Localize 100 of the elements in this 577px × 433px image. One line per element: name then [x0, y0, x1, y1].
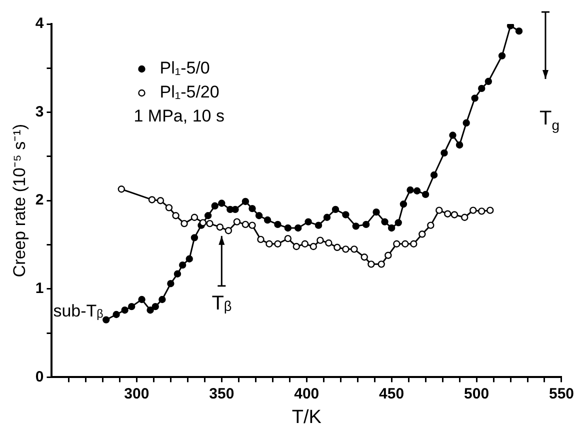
point [393, 240, 400, 248]
point [316, 236, 324, 244]
point [264, 216, 272, 224]
point [178, 261, 186, 269]
point [372, 208, 380, 216]
point [449, 132, 456, 139]
point [248, 204, 256, 212]
point [284, 234, 292, 242]
point [388, 224, 396, 232]
point [413, 187, 421, 194]
point [410, 240, 418, 248]
point [180, 220, 188, 228]
point [342, 246, 350, 253]
x-tick-label: 300 [124, 385, 150, 402]
point [206, 220, 214, 228]
y-tick-label: 2 [35, 192, 44, 209]
point [470, 206, 477, 214]
x-axis-title: T/K [292, 406, 322, 428]
point [257, 236, 264, 244]
y-tick-label: 1 [35, 280, 44, 298]
point [342, 211, 350, 218]
point [266, 240, 273, 248]
point [362, 220, 370, 228]
y-tick-label: 3 [35, 103, 44, 120]
y-tick-label: 0 [35, 368, 44, 386]
point [456, 141, 464, 149]
point [471, 94, 478, 102]
point [186, 255, 193, 262]
point [301, 240, 309, 248]
point [172, 212, 180, 220]
point [352, 222, 360, 230]
point [292, 242, 300, 250]
point [314, 222, 322, 229]
point [167, 280, 174, 288]
point [418, 230, 426, 238]
point [394, 219, 402, 226]
point [515, 27, 523, 35]
point [255, 212, 263, 220]
point [232, 206, 239, 214]
point [148, 196, 156, 204]
point [486, 206, 494, 214]
x-tick-label: 350 [209, 385, 234, 402]
point [450, 211, 458, 218]
point [112, 310, 120, 318]
point [138, 296, 146, 304]
annotation: 1 MPa, 10 s [134, 106, 224, 126]
point [152, 302, 159, 310]
point [274, 220, 282, 228]
point [204, 212, 212, 220]
point [190, 214, 198, 221]
legend-label: Pl₁-5/20 [160, 82, 220, 102]
point [422, 190, 430, 198]
point [242, 198, 250, 206]
x-tick-label: 450 [379, 385, 404, 402]
point [332, 206, 340, 214]
point [121, 306, 128, 314]
point [350, 246, 358, 253]
point [360, 254, 368, 261]
point [378, 260, 385, 268]
x-tick-label: 400 [294, 385, 320, 402]
point [242, 220, 250, 228]
point [440, 149, 448, 157]
point [233, 218, 241, 226]
point [406, 186, 414, 194]
point [216, 223, 224, 231]
annotation: sub-Tᵦ [53, 301, 104, 320]
point [284, 224, 292, 232]
point [158, 296, 166, 304]
point [174, 270, 182, 278]
y-axis-title: Creep rate (10⁻⁵ s⁻¹) [10, 124, 29, 278]
point [165, 204, 173, 212]
point [248, 222, 256, 229]
point [146, 306, 154, 314]
point [462, 119, 470, 126]
point [400, 200, 408, 208]
point [199, 219, 207, 226]
point [294, 224, 302, 232]
y-tick-label: 4 [35, 15, 44, 32]
point [156, 197, 164, 204]
point [190, 234, 198, 242]
point [128, 302, 136, 310]
point [478, 84, 486, 92]
point [218, 200, 226, 207]
x-tick-label: 550 [548, 385, 574, 402]
point [310, 242, 318, 250]
point [498, 52, 506, 60]
point [368, 260, 375, 268]
annotation: Tᵦ [212, 292, 232, 314]
point [478, 208, 486, 215]
point [384, 252, 392, 259]
point [484, 78, 492, 85]
point [118, 186, 126, 193]
point [304, 218, 312, 226]
point [381, 218, 388, 226]
point [323, 214, 331, 221]
x-tick-label: 500 [464, 385, 490, 402]
point [436, 206, 443, 214]
point [444, 210, 452, 218]
point [402, 240, 409, 248]
point [224, 227, 232, 234]
